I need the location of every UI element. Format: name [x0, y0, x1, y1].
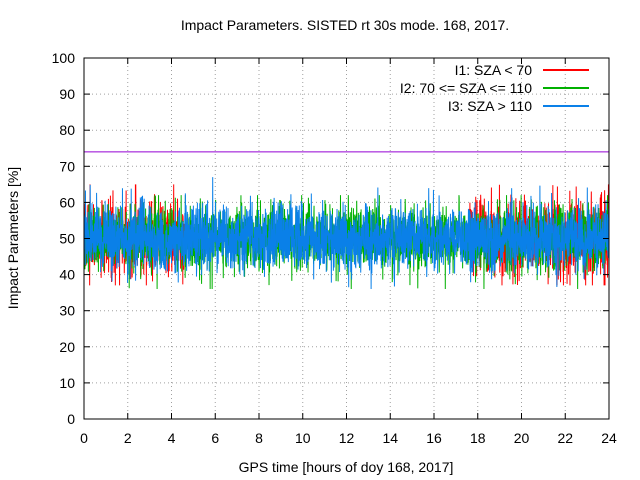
x-tick-label: 20: [514, 430, 530, 446]
legend-label-3: I3: SZA > 110: [448, 98, 532, 114]
series-group: [83, 177, 610, 290]
y-tick-label: 10: [59, 375, 75, 391]
x-tick-label: 16: [426, 430, 442, 446]
x-tick-label: 14: [382, 430, 398, 446]
y-axis-ticks: 0 10 20 30 40 50 60 70 80 90 100: [52, 50, 609, 427]
x-tick-label: 8: [255, 430, 263, 446]
y-tick-label: 80: [59, 122, 75, 138]
x-tick-label: 12: [339, 430, 355, 446]
x-axis-ticks: 0 2 4 6 8 10 12 14 16 18 20 22 24: [80, 58, 617, 446]
chart-title: Impact Parameters. SISTED rt 30s mode. 1…: [181, 17, 509, 33]
legend-label-2: I2: 70 <= SZA <= 110: [400, 80, 532, 96]
x-tick-label: 18: [470, 430, 486, 446]
legend-label-1: I1: SZA < 70: [455, 62, 533, 78]
y-tick-label: 60: [59, 194, 75, 210]
x-tick-label: 4: [168, 430, 176, 446]
y-tick-label: 90: [59, 86, 75, 102]
series-line-3: [83, 177, 610, 290]
y-tick-label: 30: [59, 303, 75, 319]
y-axis-label: Impact Parameters [%]: [5, 167, 21, 309]
y-tick-label: 70: [59, 158, 75, 174]
x-tick-label: 0: [80, 430, 88, 446]
x-tick-label: 22: [557, 430, 573, 446]
x-tick-label: 6: [211, 430, 219, 446]
y-tick-label: 100: [52, 50, 76, 66]
y-tick-label: 40: [59, 267, 75, 283]
y-tick-label: 20: [59, 339, 75, 355]
legend: I1: SZA < 70 I2: 70 <= SZA <= 110 I3: SZA …: [400, 62, 589, 114]
x-tick-label: 2: [124, 430, 132, 446]
x-tick-label: 10: [295, 430, 311, 446]
x-axis-label: GPS time [hours of doy 168, 2017]: [239, 459, 454, 475]
x-tick-label: 24: [601, 430, 617, 446]
y-tick-label: 0: [67, 411, 75, 427]
y-tick-label: 50: [59, 231, 75, 247]
